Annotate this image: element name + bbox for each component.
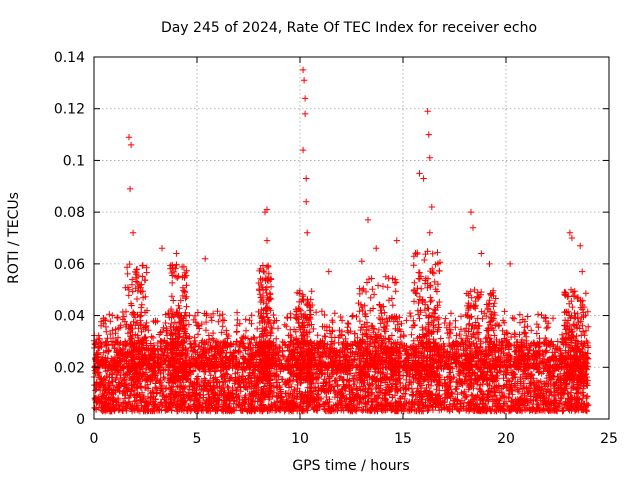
data-point bbox=[436, 387, 443, 394]
data-point bbox=[266, 394, 273, 401]
data-point bbox=[505, 394, 512, 401]
data-point bbox=[219, 406, 226, 413]
data-point bbox=[283, 323, 290, 330]
data-point bbox=[345, 320, 352, 328]
chart-title: Day 245 of 2024, Rate Of TEC Index for r… bbox=[161, 20, 537, 36]
data-point bbox=[233, 328, 241, 335]
data-point bbox=[219, 378, 226, 385]
data-point bbox=[509, 391, 516, 398]
data-point bbox=[452, 317, 459, 324]
data-point bbox=[233, 309, 241, 316]
data-point bbox=[457, 313, 465, 320]
data-point bbox=[433, 386, 440, 393]
data-point bbox=[331, 310, 338, 317]
data-point bbox=[408, 331, 415, 338]
data-point bbox=[291, 386, 298, 393]
data-point bbox=[454, 391, 461, 398]
data-point bbox=[496, 389, 503, 396]
data-point bbox=[356, 317, 364, 325]
data-point bbox=[354, 386, 361, 393]
data-point bbox=[584, 392, 591, 400]
data-point bbox=[194, 331, 202, 338]
data-point bbox=[516, 311, 524, 318]
data-point bbox=[516, 319, 524, 326]
data-point bbox=[242, 327, 250, 334]
data-point bbox=[208, 317, 215, 324]
data-point bbox=[359, 407, 366, 414]
data-point bbox=[154, 375, 161, 383]
data-point bbox=[160, 374, 167, 381]
data-point bbox=[205, 349, 212, 356]
data-point bbox=[501, 308, 508, 315]
data-point bbox=[465, 342, 473, 349]
data-point bbox=[375, 388, 383, 395]
data-point bbox=[337, 313, 344, 321]
data-point bbox=[354, 401, 361, 408]
data-point bbox=[137, 384, 145, 391]
data-point bbox=[437, 335, 444, 342]
data-point bbox=[344, 319, 351, 327]
data-point bbox=[456, 330, 463, 338]
data-point bbox=[270, 311, 277, 319]
data-point bbox=[107, 318, 114, 325]
data-point bbox=[202, 327, 210, 334]
data-points bbox=[90, 66, 592, 415]
data-point bbox=[528, 327, 535, 334]
data-point bbox=[194, 309, 202, 316]
data-point bbox=[585, 401, 592, 409]
data-point bbox=[224, 383, 231, 390]
data-point bbox=[314, 332, 321, 339]
data-point bbox=[148, 333, 155, 340]
data-point bbox=[551, 392, 559, 400]
data-point bbox=[337, 373, 345, 380]
data-point bbox=[186, 340, 194, 348]
data-point bbox=[406, 309, 414, 317]
